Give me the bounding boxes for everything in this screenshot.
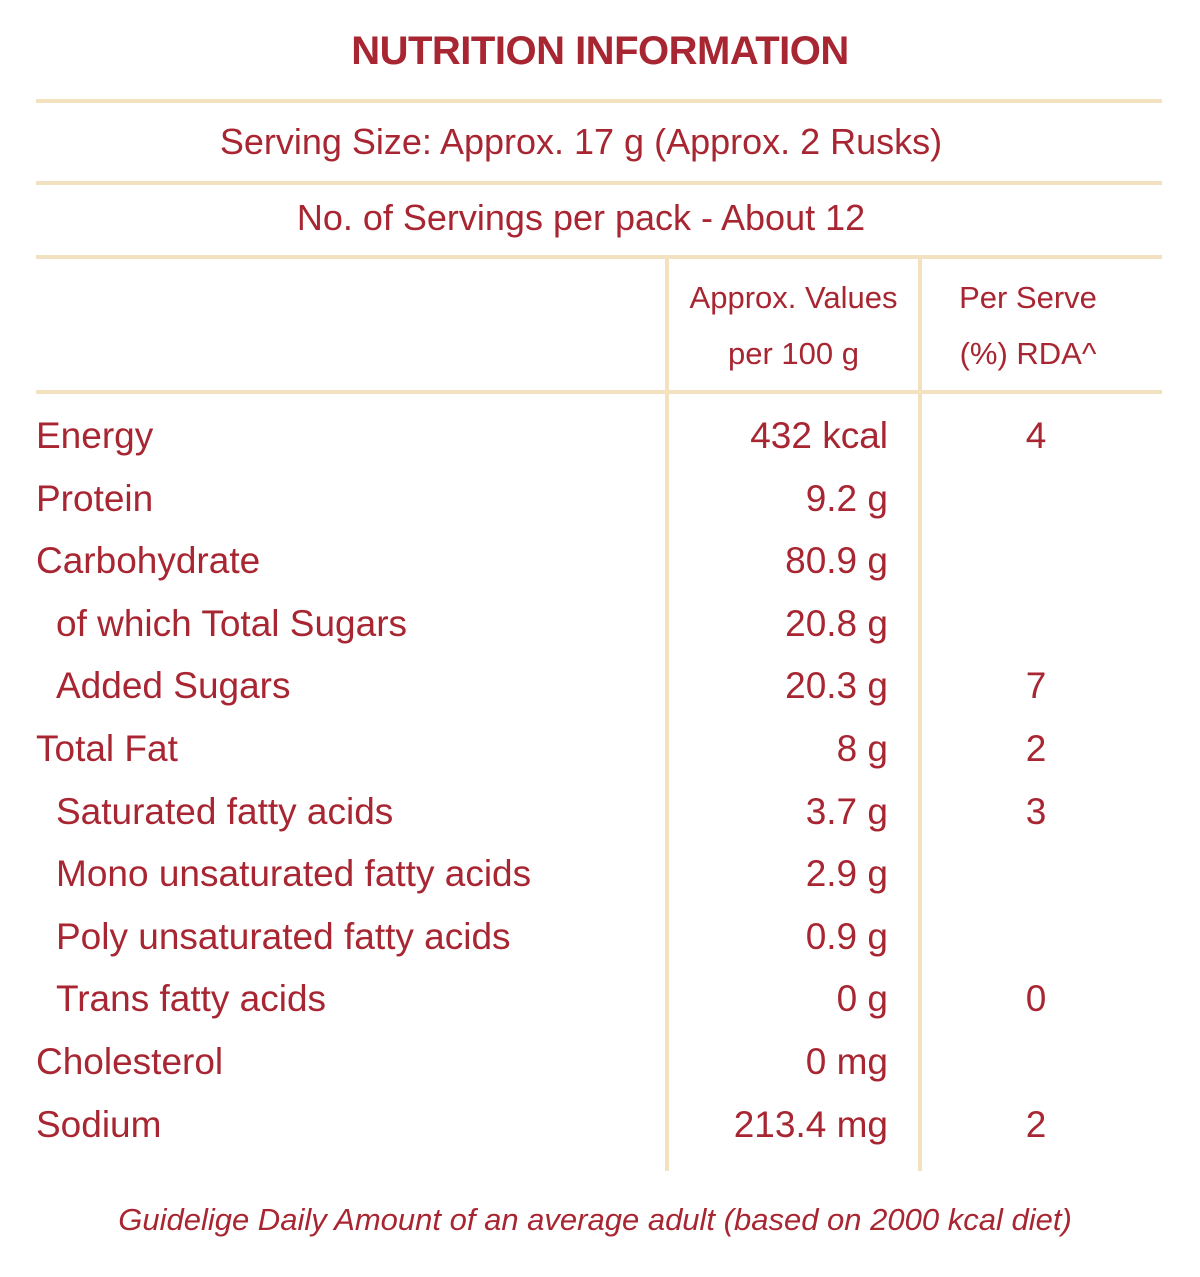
nutrient-value: 20.3 g bbox=[785, 655, 888, 717]
nutrient-label-text: Cholesterol bbox=[36, 1041, 224, 1082]
table-row: Trans fatty acids 0 g 0 bbox=[0, 968, 1200, 1030]
nutrient-value-text: 432 kcal bbox=[750, 415, 888, 456]
nutrient-value: 9.2 g bbox=[806, 468, 888, 530]
nutrient-rda-text: 2 bbox=[1025, 1103, 1047, 1145]
nutrient-label-text: Saturated fatty acids bbox=[56, 790, 394, 832]
nutrient-value-text: 8 g bbox=[836, 728, 888, 769]
nutrient-value-text: 213.4 mg bbox=[733, 1103, 888, 1145]
nutrient-rda: 2 bbox=[986, 1094, 1086, 1156]
footnote-text: Guidelige Daily Amount of an average adu… bbox=[118, 1202, 1072, 1237]
nutrient-rda: 2 bbox=[986, 718, 1086, 780]
nutrient-value-text: 20.8 g bbox=[785, 602, 888, 644]
label-title: NUTRITION INFORMATION bbox=[0, 26, 1200, 76]
table-row: Poly unsaturated fatty acids 0.9 g bbox=[0, 906, 1200, 968]
table-row: Added Sugars 20.3 g 7 bbox=[0, 655, 1200, 717]
nutrient-label: Mono unsaturated fatty acids bbox=[56, 843, 531, 905]
nutrient-rda-text: 3 bbox=[1025, 790, 1047, 832]
header-line: per 100 g bbox=[728, 336, 859, 371]
serving-size-text: Serving Size: Approx. 17 g (Approx. 2 Ru… bbox=[219, 121, 943, 162]
table-row: Carbohydrate 80.9 g bbox=[0, 530, 1200, 592]
table-row: Energy 432 kcal 4 bbox=[0, 405, 1200, 467]
rda-column-header: Per Serve (%) RDA^ bbox=[922, 270, 1134, 382]
table-row: Mono unsaturated fatty acids 2.9 g bbox=[0, 843, 1200, 905]
nutrient-rda-text: 2 bbox=[1025, 728, 1047, 769]
table-row: Saturated fatty acids 3.7 g 3 bbox=[0, 781, 1200, 843]
nutrient-value-text: 0 mg bbox=[805, 1041, 888, 1082]
nutrient-rda-text: 0 bbox=[1025, 978, 1047, 1020]
servings-per-pack-text: No. of Servings per pack - About 12 bbox=[296, 197, 866, 238]
nutrient-value-text: 3.7 g bbox=[805, 790, 888, 832]
nutrient-value: 3.7 g bbox=[806, 781, 888, 843]
nutrient-value: 2.9 g bbox=[806, 843, 888, 905]
nutrient-label: Carbohydrate bbox=[36, 530, 260, 592]
table-row: of which Total Sugars 20.8 g bbox=[0, 593, 1200, 655]
nutrient-rda: 4 bbox=[986, 405, 1086, 467]
nutrient-label-text: Trans fatty acids bbox=[56, 978, 327, 1020]
nutrient-rda: 3 bbox=[986, 781, 1086, 843]
footnote: Guidelige Daily Amount of an average adu… bbox=[0, 1192, 1190, 1248]
header-line: Per Serve bbox=[959, 280, 1097, 315]
nutrient-value: 20.8 g bbox=[785, 593, 888, 655]
nutrient-label: Protein bbox=[36, 468, 153, 530]
nutrient-value: 0 mg bbox=[806, 1031, 888, 1093]
header-line: (%) RDA^ bbox=[959, 336, 1097, 371]
values-column-header: Approx. Values per 100 g bbox=[669, 270, 918, 382]
nutrient-label: Saturated fatty acids bbox=[56, 781, 393, 843]
nutrient-label-text: of which Total Sugars bbox=[56, 602, 408, 644]
nutrient-rda: 7 bbox=[986, 655, 1086, 717]
nutrient-rda-text: 7 bbox=[1025, 665, 1047, 707]
nutrient-value: 0.9 g bbox=[806, 906, 888, 968]
nutrient-label-text: Sodium bbox=[36, 1103, 162, 1145]
nutrient-label-text: Poly unsaturated fatty acids bbox=[56, 915, 511, 957]
divider bbox=[36, 255, 1162, 259]
table-row: Total Fat 8 g 2 bbox=[0, 718, 1200, 780]
table-row: Protein 9.2 g bbox=[0, 468, 1200, 530]
divider bbox=[36, 99, 1162, 103]
nutrient-value: 80.9 g bbox=[785, 530, 888, 592]
title-text: NUTRITION INFORMATION bbox=[351, 29, 849, 73]
divider bbox=[36, 390, 1162, 394]
nutrient-value-text: 0.9 g bbox=[805, 915, 888, 957]
serving-size: Serving Size: Approx. 17 g (Approx. 2 Ru… bbox=[0, 112, 1162, 172]
column-divider bbox=[918, 259, 922, 1171]
nutrient-label-text: Added Sugars bbox=[56, 665, 291, 707]
nutrient-label: of which Total Sugars bbox=[56, 593, 407, 655]
nutrient-value-text: 2.9 g bbox=[805, 853, 888, 895]
nutrient-label: Energy bbox=[36, 405, 153, 467]
nutrient-label-text: Energy bbox=[36, 415, 154, 456]
nutrient-rda: 0 bbox=[986, 968, 1086, 1030]
nutrient-label: Poly unsaturated fatty acids bbox=[56, 906, 511, 968]
servings-per-pack: No. of Servings per pack - About 12 bbox=[0, 188, 1162, 248]
nutrient-label: Trans fatty acids bbox=[56, 968, 326, 1030]
nutrient-value: 432 kcal bbox=[750, 405, 888, 467]
nutrient-label-text: Protein bbox=[36, 477, 154, 519]
nutrient-label: Cholesterol bbox=[36, 1031, 223, 1093]
table-row: Sodium 213.4 mg 2 bbox=[0, 1094, 1200, 1156]
nutrient-label-text: Carbohydrate bbox=[36, 540, 261, 582]
nutrient-label: Total Fat bbox=[36, 718, 178, 780]
nutrient-label-text: Total Fat bbox=[36, 728, 178, 769]
column-divider bbox=[665, 259, 669, 1171]
nutrient-value-text: 20.3 g bbox=[785, 665, 888, 707]
nutrient-value-text: 9.2 g bbox=[805, 477, 888, 519]
nutrient-value-text: 80.9 g bbox=[785, 540, 888, 582]
nutrient-value: 213.4 mg bbox=[734, 1094, 888, 1156]
header-line: Approx. Values bbox=[689, 280, 898, 315]
nutrient-rda-text: 4 bbox=[1025, 415, 1047, 456]
nutrient-label: Sodium bbox=[36, 1094, 161, 1156]
nutrient-value-text: 0 g bbox=[836, 978, 888, 1020]
nutrient-label: Added Sugars bbox=[56, 655, 291, 717]
nutrient-label-text: Mono unsaturated fatty acids bbox=[56, 853, 532, 895]
nutrient-value: 0 g bbox=[837, 968, 888, 1030]
nutrient-value: 8 g bbox=[837, 718, 888, 780]
table-row: Cholesterol 0 mg bbox=[0, 1031, 1200, 1093]
divider bbox=[36, 181, 1162, 185]
